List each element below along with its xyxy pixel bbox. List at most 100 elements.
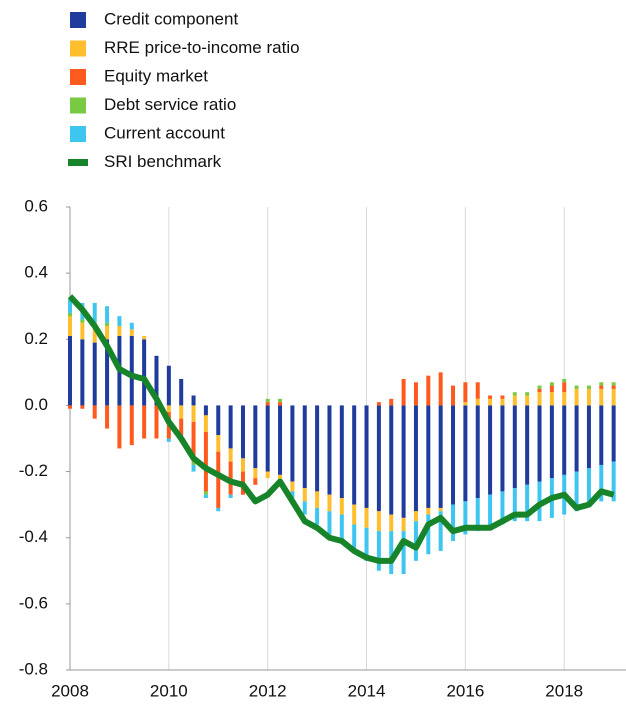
bar-segment — [117, 326, 122, 336]
bar-segment — [278, 474, 283, 482]
bar-segment — [166, 365, 171, 406]
legend-swatch — [70, 40, 86, 57]
bar-segment — [216, 405, 221, 436]
bar-segment — [611, 461, 616, 502]
bar-segment — [191, 395, 196, 406]
legend-swatch — [70, 69, 86, 85]
y-tick-label: 0.6 — [24, 196, 48, 215]
bar-segment — [129, 405, 134, 446]
bar-segment — [278, 405, 283, 475]
bar-segment — [129, 335, 134, 406]
bar-segment — [562, 392, 567, 406]
bar-segment — [105, 306, 110, 323]
bar-segment — [327, 405, 332, 495]
bar-segment — [68, 299, 72, 313]
bar-segment — [574, 405, 579, 472]
y-tick-label: -0.2 — [19, 461, 48, 480]
bar-segment — [537, 405, 542, 482]
bar-segment — [203, 431, 208, 492]
bar-segment — [586, 388, 591, 406]
bar-segment — [401, 378, 406, 406]
bar-segment — [525, 484, 530, 522]
bar-segment — [80, 322, 85, 340]
bar-segment — [364, 507, 369, 528]
bar-segment — [562, 382, 567, 393]
bar-segment — [463, 501, 468, 535]
bar-segment — [265, 398, 270, 403]
legend-label: Debt service ratio — [104, 95, 236, 114]
bar-segment — [92, 326, 97, 343]
bar-segment — [253, 468, 258, 479]
legend-label: Equity market — [104, 66, 208, 85]
bar-segment — [154, 355, 159, 406]
bar-segment — [549, 382, 554, 386]
bar-segment — [549, 385, 554, 393]
bar-segment — [68, 312, 72, 317]
bar-segment — [463, 382, 468, 403]
bar-segment — [352, 504, 357, 525]
bar-segment — [463, 405, 468, 502]
bar-segment — [438, 405, 443, 508]
bar-segment — [253, 405, 258, 469]
bar-segment — [599, 385, 604, 389]
bar-segment — [191, 405, 196, 422]
bar-segment — [438, 507, 443, 512]
bar-segment — [105, 339, 110, 406]
bar-segment — [611, 388, 616, 406]
bar-segment — [364, 527, 369, 561]
bar-segment — [142, 335, 147, 340]
bar-segment — [376, 531, 381, 571]
bar-segment — [611, 405, 616, 462]
bar-segment — [500, 491, 505, 525]
bar-segment — [216, 435, 221, 452]
bar-segment — [216, 507, 221, 512]
bar-segment — [80, 405, 85, 409]
bar-segment — [475, 498, 480, 532]
bar-segment — [451, 504, 456, 542]
bar-segment — [389, 398, 394, 406]
bar-segment — [500, 395, 505, 399]
bar-segment — [352, 524, 357, 551]
bar-segment — [92, 302, 97, 323]
bar-segment — [290, 405, 295, 482]
bar-segment — [549, 405, 554, 479]
bar-segment — [142, 405, 147, 439]
bar-segment — [586, 385, 591, 389]
bar-segment — [488, 494, 493, 528]
bar-segment — [426, 507, 431, 515]
bar-segment — [117, 316, 122, 327]
bar-segment — [265, 402, 270, 406]
bar-segment — [228, 494, 233, 499]
legend-label: SRI benchmark — [104, 152, 222, 171]
bar-segment — [488, 405, 493, 495]
bar-segment — [80, 319, 85, 323]
bar-segment — [438, 511, 443, 551]
bar-segment — [240, 458, 245, 472]
bar-segment — [92, 342, 97, 406]
x-tick-label: 2010 — [150, 681, 188, 700]
legend-swatch — [70, 126, 86, 142]
bar-segment — [376, 402, 381, 406]
bar-segment — [315, 491, 320, 508]
legend-line — [68, 159, 88, 166]
bar-segment — [92, 405, 97, 419]
x-tick-label: 2008 — [51, 681, 89, 700]
bar-segment — [265, 471, 270, 479]
x-tick-label: 2016 — [446, 681, 484, 700]
bar-segment — [302, 405, 307, 489]
legend-label: RRE price-to-income ratio — [104, 38, 300, 57]
y-tick-label: -0.4 — [19, 527, 48, 546]
x-tick-label: 2012 — [249, 681, 287, 700]
bar-segment — [599, 382, 604, 386]
bar-segment — [438, 372, 443, 406]
bar-segment — [290, 481, 295, 492]
bar-segment — [105, 326, 110, 340]
bar-segment — [413, 521, 418, 561]
bar-segment — [599, 388, 604, 406]
bar-segment — [401, 517, 406, 532]
bar-segment — [488, 398, 493, 406]
bar-segment — [191, 421, 196, 462]
bar-segment — [339, 405, 344, 499]
bar-segment — [537, 388, 542, 393]
